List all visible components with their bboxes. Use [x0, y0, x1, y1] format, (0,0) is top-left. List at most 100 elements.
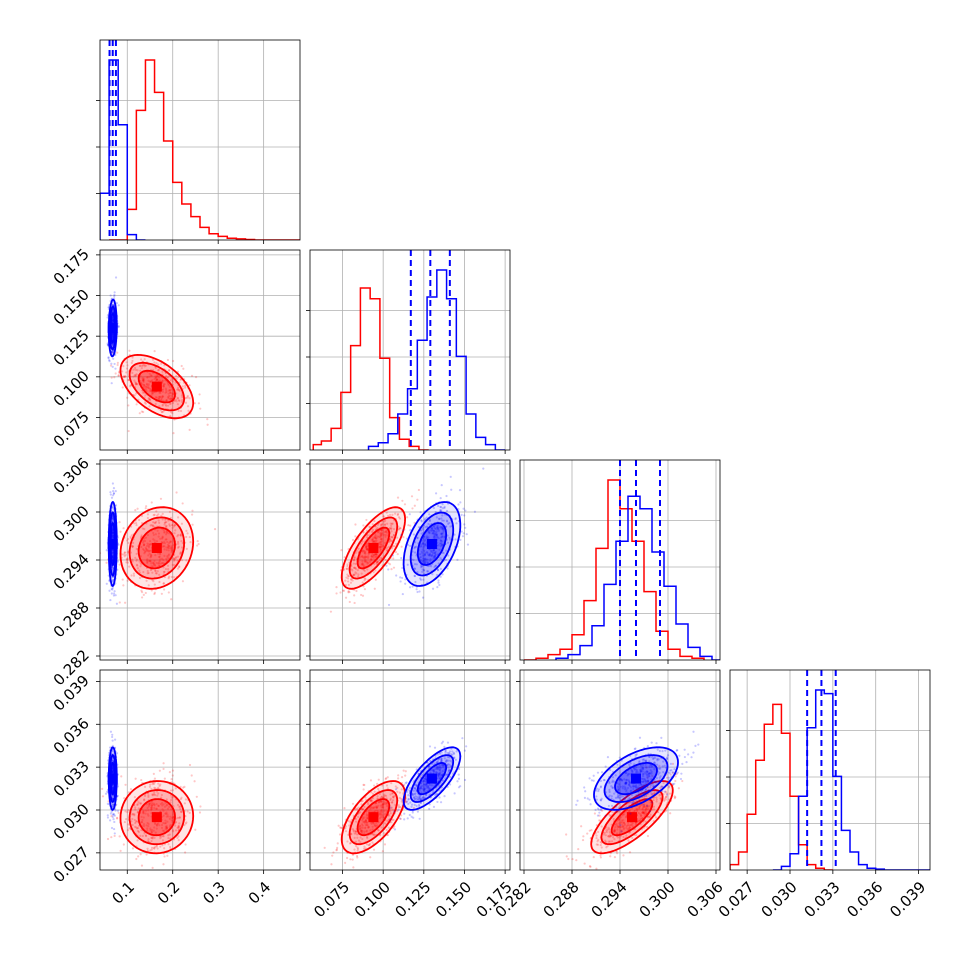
scatter-point — [162, 835, 165, 838]
scatter-point — [163, 829, 166, 833]
scatter-point — [641, 811, 644, 814]
scatter-point — [620, 829, 623, 832]
scatter-point — [353, 559, 356, 562]
scatter-point — [163, 540, 166, 543]
scatter-point — [151, 783, 154, 786]
scatter-point — [104, 792, 108, 795]
contour-line — [128, 789, 186, 846]
scatter-point — [176, 397, 180, 400]
scatter-point — [146, 516, 149, 520]
scatter-point — [423, 539, 426, 542]
scatter-point — [418, 590, 421, 593]
scatter-point — [152, 533, 155, 537]
scatter-point — [178, 822, 181, 825]
scatter-point — [384, 541, 387, 545]
scatter-point — [145, 382, 148, 385]
scatter-point — [454, 518, 457, 521]
scatter-point — [176, 403, 179, 406]
scatter-point — [681, 779, 684, 783]
scatter-point — [135, 523, 138, 527]
scatter-point — [433, 551, 436, 555]
scatter-point — [380, 543, 383, 546]
scatter-point — [416, 590, 419, 594]
scatter-point — [437, 529, 440, 532]
density-peak — [151, 381, 162, 392]
scatter-point — [195, 795, 198, 798]
scatter-point — [146, 560, 149, 563]
scatter-point — [154, 520, 158, 524]
scatter-point — [157, 363, 160, 366]
scatter-point — [167, 384, 170, 387]
scatter-point — [190, 374, 194, 377]
scatter-point — [169, 398, 172, 401]
scatter-point — [361, 581, 364, 584]
scatter-point — [458, 489, 462, 492]
scatter-point — [151, 571, 154, 574]
scatter-point — [620, 825, 623, 829]
scatter-point — [131, 812, 135, 816]
scatter-point — [165, 826, 169, 829]
scatter-point — [111, 804, 114, 807]
scatter-point — [142, 543, 146, 547]
scatter-point — [432, 557, 435, 560]
scatter-point — [170, 819, 173, 822]
scatter-point — [142, 380, 145, 384]
scatter-point — [368, 525, 372, 529]
scatter-point — [166, 813, 169, 816]
scatter-point — [148, 398, 151, 401]
scatter-point — [377, 787, 380, 791]
scatter-point — [177, 826, 180, 829]
scatter-point — [432, 529, 435, 532]
scatter-point — [145, 547, 148, 551]
scatter-point — [400, 545, 403, 548]
scatter-point — [134, 375, 137, 378]
scatter-point — [145, 505, 148, 508]
scatter-point — [369, 558, 373, 562]
scatter-point — [414, 797, 417, 800]
scatter-point — [393, 794, 396, 798]
scatter-point — [380, 531, 383, 534]
scatter-point — [166, 547, 170, 550]
panel-3-2: 0.282 0.288 0.294 0.300 0.306 — [492, 669, 727, 921]
scatter-point — [436, 526, 439, 529]
scatter-point — [355, 807, 359, 810]
scatter-point — [378, 810, 382, 813]
scatter-point — [462, 532, 465, 535]
scatter-point — [374, 535, 377, 538]
scatter-point — [106, 814, 109, 817]
scatter-point — [132, 541, 135, 544]
scatter-point — [363, 820, 367, 823]
scatter-point — [161, 404, 164, 407]
scatter-point — [152, 562, 155, 565]
scatter-point — [436, 800, 439, 804]
scatter-point — [169, 397, 173, 400]
scatter-point — [145, 548, 149, 551]
scatter-point — [379, 524, 383, 527]
scatter-point — [113, 832, 116, 835]
scatter-point — [141, 391, 145, 394]
scatter-point — [428, 552, 432, 555]
scatter-point — [161, 801, 164, 805]
scatter-point — [168, 394, 171, 397]
scatter-point — [164, 403, 167, 406]
scatter-point — [193, 402, 196, 405]
scatter-point — [157, 397, 160, 400]
scatter-point — [155, 362, 158, 365]
scatter-point — [380, 534, 383, 537]
scatter-point — [350, 871, 352, 873]
scatter-point — [186, 532, 189, 535]
scatter-point — [153, 806, 156, 810]
scatter-point — [361, 819, 364, 822]
scatter-point — [168, 389, 172, 392]
y-tick-label: 0.100 — [50, 367, 93, 410]
contour-line — [416, 761, 447, 796]
scatter-point — [432, 532, 435, 535]
scatter-point — [124, 601, 127, 604]
scatter-point — [440, 543, 443, 546]
scatter-point — [128, 827, 131, 830]
scatter-point — [144, 812, 147, 815]
x-tick-label: 0.125 — [391, 878, 434, 921]
scatter-point — [436, 585, 439, 589]
scatter-point — [396, 809, 399, 813]
y-tick-label: 0.033 — [50, 757, 93, 800]
